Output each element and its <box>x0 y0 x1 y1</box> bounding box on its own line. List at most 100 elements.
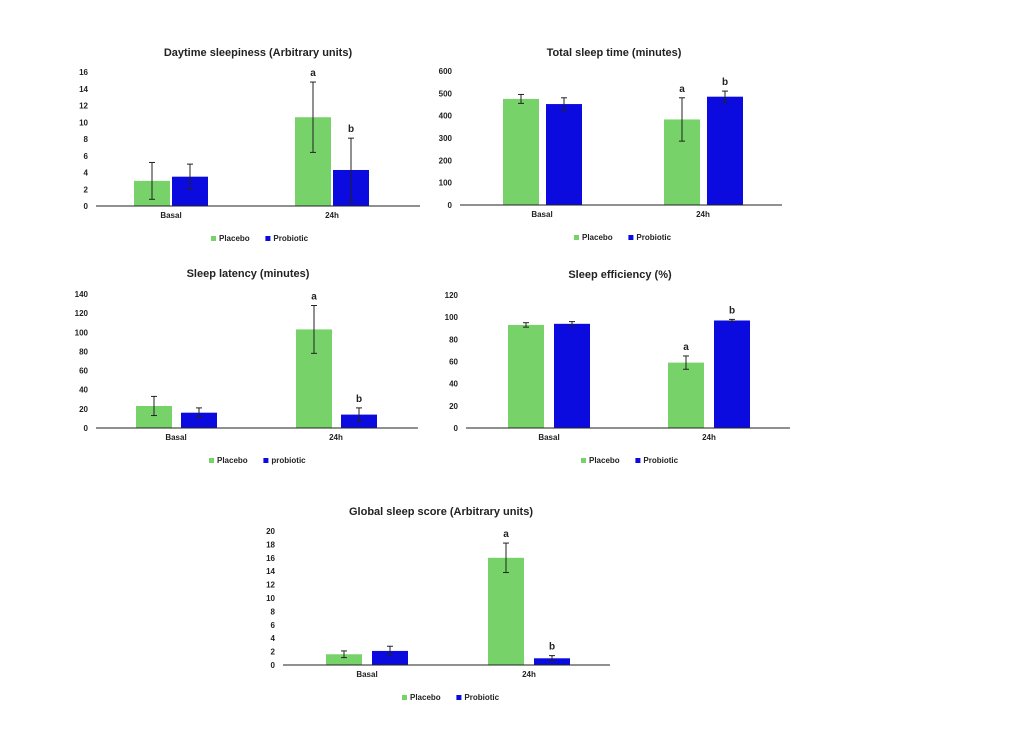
y-tick-label: 8 <box>271 607 276 616</box>
significance-label: a <box>311 291 317 302</box>
significance-label: a <box>310 68 316 79</box>
chart-title: Total sleep time (minutes) <box>547 47 682 59</box>
y-tick-label: 60 <box>449 358 458 367</box>
legend-label-placebo: Placebo <box>582 233 613 242</box>
y-tick-label: 12 <box>79 102 88 111</box>
x-category-label: 24h <box>329 433 343 442</box>
legend-swatch-probiotic <box>456 695 462 700</box>
y-tick-label: 0 <box>448 201 453 210</box>
chart-title: Daytime sleepiness (Arbitrary units) <box>164 47 353 59</box>
bar-probiotic-basal <box>181 412 217 428</box>
y-tick-label: 400 <box>439 112 453 121</box>
bar-placebo-basal <box>136 405 172 428</box>
legend-swatch-probiotic <box>265 236 271 241</box>
legend-swatch-placebo <box>211 236 216 241</box>
significance-label: b <box>348 124 354 135</box>
legend-swatch-placebo <box>581 458 586 463</box>
bar-probiotic-basal <box>554 323 590 428</box>
chart-title: Sleep efficiency (%) <box>568 269 672 281</box>
significance-label: a <box>503 529 509 540</box>
legend-label-placebo: Placebo <box>410 693 441 702</box>
y-tick-label: 4 <box>271 634 276 643</box>
y-tick-label: 10 <box>266 594 275 603</box>
y-tick-label: 40 <box>79 386 88 395</box>
y-tick-label: 200 <box>439 156 453 165</box>
y-tick-label: 16 <box>266 554 275 563</box>
y-tick-label: 0 <box>271 661 276 670</box>
y-tick-label: 14 <box>79 85 88 94</box>
y-tick-label: 10 <box>79 118 88 127</box>
y-tick-label: 16 <box>79 68 88 77</box>
legend-label-placebo: Placebo <box>589 456 620 465</box>
y-tick-label: 500 <box>439 89 453 98</box>
x-category-label: Basal <box>160 211 181 220</box>
x-category-label: 24h <box>522 670 536 679</box>
y-tick-label: 100 <box>445 313 459 322</box>
significance-label: a <box>679 84 685 95</box>
bar-placebo-basal <box>326 654 362 665</box>
y-tick-label: 6 <box>84 152 89 161</box>
legend-swatch-probiotic <box>635 458 641 463</box>
legend-label-probiotic: Probiotic <box>273 234 308 243</box>
bar-placebo-24h <box>488 557 524 665</box>
significance-label: b <box>729 305 735 316</box>
y-tick-label: 2 <box>84 185 89 194</box>
y-tick-label: 20 <box>79 405 88 414</box>
legend-label-placebo: Placebo <box>217 456 248 465</box>
y-tick-label: 4 <box>84 169 89 178</box>
x-category-label: Basal <box>356 670 377 679</box>
bar-placebo-basal <box>508 324 544 428</box>
y-tick-label: 20 <box>266 527 275 536</box>
y-tick-label: 120 <box>75 309 89 318</box>
significance-label: a <box>683 342 689 353</box>
y-tick-label: 80 <box>449 335 458 344</box>
significance-label: b <box>356 394 362 405</box>
y-tick-label: 8 <box>84 135 89 144</box>
y-tick-label: 600 <box>439 67 453 76</box>
y-tick-label: 60 <box>79 367 88 376</box>
y-tick-label: 40 <box>449 380 458 389</box>
x-category-label: 24h <box>696 210 710 219</box>
y-tick-label: 100 <box>75 328 89 337</box>
legend-label-placebo: Placebo <box>219 234 250 243</box>
y-tick-label: 6 <box>271 621 276 630</box>
chart-title: Global sleep score (Arbitrary units) <box>349 506 533 518</box>
y-tick-label: 2 <box>271 648 276 657</box>
legend-label-probiotic: Probiotic <box>643 456 678 465</box>
y-tick-label: 0 <box>84 202 89 211</box>
y-tick-label: 100 <box>439 179 453 188</box>
bar-placebo-24h <box>668 362 704 428</box>
significance-label: b <box>549 642 555 653</box>
y-tick-label: 20 <box>449 402 458 411</box>
y-tick-label: 12 <box>266 581 275 590</box>
bar-probiotic-basal <box>372 650 408 665</box>
legend-swatch-placebo <box>574 235 579 240</box>
legend-label-probiotic: Probiotic <box>464 693 499 702</box>
legend-swatch-placebo <box>402 695 407 700</box>
bar-placebo-basal <box>503 98 539 205</box>
y-tick-label: 14 <box>266 567 275 576</box>
legend-label-probiotic: probiotic <box>271 456 306 465</box>
legend-swatch-probiotic <box>628 235 634 240</box>
x-category-label: Basal <box>531 210 552 219</box>
significance-label: b <box>722 77 728 88</box>
legend-swatch-placebo <box>209 458 214 463</box>
legend-label-probiotic: Probiotic <box>636 233 671 242</box>
y-tick-label: 120 <box>445 291 459 300</box>
x-category-label: Basal <box>165 433 186 442</box>
y-tick-label: 80 <box>79 347 88 356</box>
bar-probiotic-24h <box>714 320 750 428</box>
bar-probiotic-24h <box>534 658 570 665</box>
bar-probiotic-24h <box>707 96 743 205</box>
y-tick-label: 300 <box>439 134 453 143</box>
x-category-label: 24h <box>325 211 339 220</box>
x-category-label: Basal <box>538 433 559 442</box>
legend-swatch-probiotic <box>263 458 269 463</box>
x-category-label: 24h <box>702 433 716 442</box>
bar-probiotic-basal <box>546 104 582 205</box>
y-tick-label: 0 <box>84 424 89 433</box>
